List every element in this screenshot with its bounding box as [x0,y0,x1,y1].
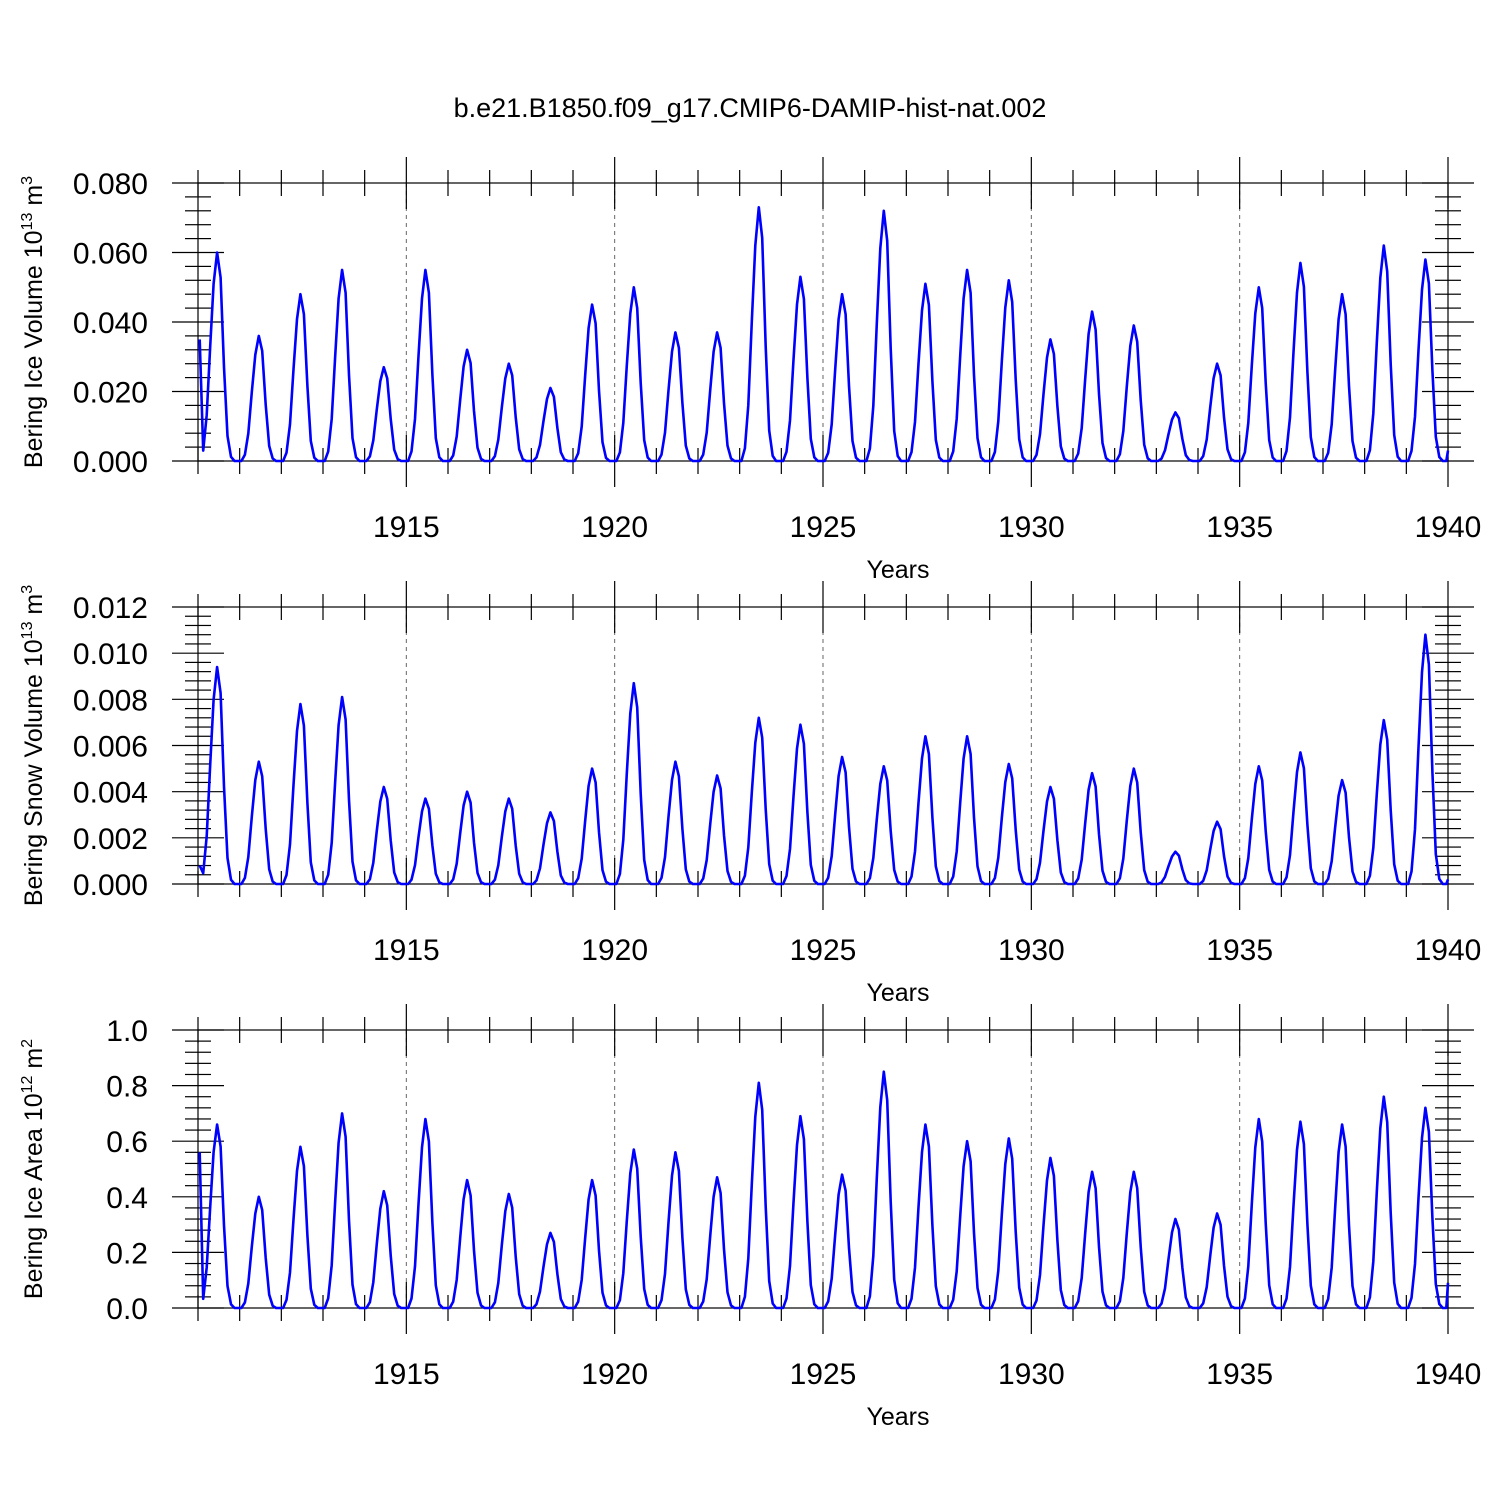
x-axis-label: Years [866,1403,929,1431]
y-axis-label: Bering Ice Volume 1013 m3 [19,176,48,468]
series-line-ice-area [198,1070,1450,1310]
ytick-label: 0.040 [73,307,148,340]
y-axis-label: Bering Ice Area 1012 m2 [19,1039,48,1299]
xtick-label-1930: 1930 [998,1358,1065,1391]
xtick-label-1915: 1915 [373,511,440,544]
ytick-label: 0.4 [106,1182,148,1215]
xtick-label-1925: 1925 [790,1358,857,1391]
ytick-label: 0.000 [73,446,148,479]
xtick-label-1920: 1920 [581,511,648,544]
ytick-label: 0.000 [73,869,148,902]
panel-ice-area: 0.0 0.2 0.4 0.6 0.8 1.0 1915 1920 1925 1930 1935 19… [19,1004,1481,1431]
xtick-label-1925: 1925 [790,511,857,544]
chart-title: b.e21.B1850.f09_g17.CMIP6-DAMIP-hist-nat… [454,93,1047,123]
x-axis-label: Years [866,556,929,584]
ytick-label: 0.0 [106,1293,148,1326]
series-line-ice-volume [198,206,1450,463]
xtick-label-1915: 1915 [373,1358,440,1391]
xtick-label-1940: 1940 [1415,511,1482,544]
ytick-label: 0.006 [73,731,148,764]
xtick-label-1920: 1920 [581,934,648,967]
xtick-label-1935: 1935 [1206,1358,1273,1391]
ytick-label: 0.8 [106,1071,148,1104]
xtick-label-1940: 1940 [1415,934,1482,967]
xtick-label-1915: 1915 [373,934,440,967]
y-axis-label: Bering Snow Volume 1013 m3 [19,585,48,906]
panel-ice-volume: 0.000 0.020 0.040 0.060 0.080 1915 1920 1925 193… [19,157,1481,584]
xtick-label-1920: 1920 [581,1358,648,1391]
ytick-label: 0.2 [106,1237,148,1270]
ytick-label: 0.080 [73,168,148,201]
ytick-label: 0.004 [73,777,148,810]
ytick-label: 0.060 [73,238,148,271]
ytick-label: 0.010 [73,638,148,671]
x-axis-label: Years [866,979,929,1007]
xtick-label-1925: 1925 [790,934,857,967]
ytick-label: 0.002 [73,823,148,856]
series-line-snow-volume [198,633,1450,886]
ytick-label: 1.0 [106,1015,148,1048]
xtick-label-1935: 1935 [1206,934,1273,967]
ytick-label: 0.020 [73,377,148,410]
xtick-label-1935: 1935 [1206,511,1273,544]
ytick-label: 0.012 [73,592,148,625]
xtick-label-1940: 1940 [1415,1358,1482,1391]
xtick-label-1930: 1930 [998,511,1065,544]
panel-snow-volume: 0.000 0.002 0.004 0.006 0.008 0.010 0.012 1915 1… [19,581,1481,1007]
ytick-label: 0.6 [106,1126,148,1159]
xtick-label-1930: 1930 [998,934,1065,967]
ytick-label: 0.008 [73,684,148,717]
